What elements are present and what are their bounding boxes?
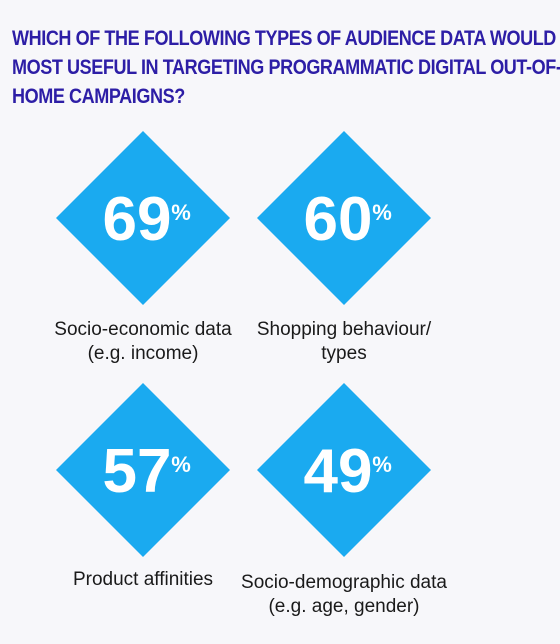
stat-unit: % [171, 200, 191, 225]
stat-item: 60 % Shopping behaviour/types [257, 131, 432, 364]
page-title: WHICH OF THE FOLLOWING TYPES OF AUDIENCE… [12, 24, 560, 111]
stat-label: Socio-demographic data [241, 572, 447, 593]
stat-unit: % [372, 452, 392, 477]
stat-item: 49 % Socio-demographic data (e.g. age, gend… [241, 383, 447, 617]
stat-item: 57 % Product affinities [56, 383, 230, 590]
stat-label: types [321, 343, 366, 364]
stat-diamond [257, 383, 431, 557]
stat-value: 57 [103, 437, 172, 506]
stat-diamond [56, 131, 230, 305]
title-line: HOME CAMPAIGNS? [12, 85, 185, 108]
stat-label: Product affinities [73, 569, 213, 590]
stat-value: 60 [304, 185, 373, 254]
stat-label: Shopping behaviour/ [257, 319, 432, 340]
stat-value: 69 [103, 185, 172, 254]
stat-diamond [257, 131, 431, 305]
stat-value: 49 [304, 437, 373, 506]
stat-label: Socio-economic data [54, 319, 232, 340]
stat-item: 69 % Socio-economic data (e.g. income) [54, 131, 232, 364]
title-line: MOST USEFUL IN TARGETING PROGRAMMATIC DI… [12, 56, 560, 79]
stat-label: (e.g. age, gender) [268, 596, 419, 617]
stat-label: (e.g. income) [88, 343, 199, 364]
stat-unit: % [372, 200, 392, 225]
title-line: WHICH OF THE FOLLOWING TYPES OF AUDIENCE… [12, 27, 560, 50]
stat-diamond [56, 383, 230, 557]
stat-unit: % [171, 452, 191, 477]
